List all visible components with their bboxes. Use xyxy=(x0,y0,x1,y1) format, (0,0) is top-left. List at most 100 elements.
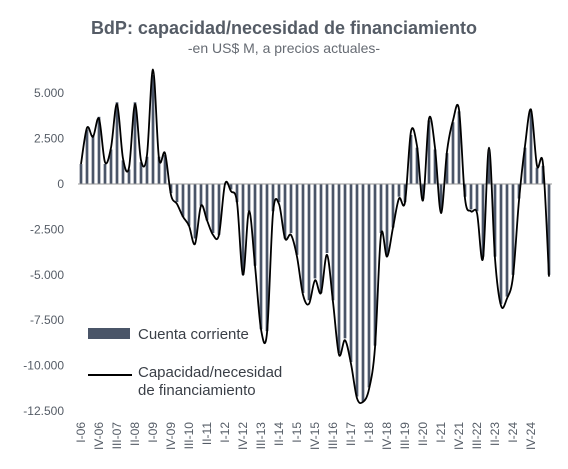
y-tick-label: 0 xyxy=(57,177,64,191)
bar-52 xyxy=(391,184,395,228)
x-tick-label: III-10 xyxy=(182,422,196,450)
x-tick-label: IV-06 xyxy=(92,422,106,450)
bar-57 xyxy=(421,184,425,199)
x-tick-label: I-18 xyxy=(362,422,376,443)
bar-6 xyxy=(115,102,119,184)
bar-76 xyxy=(535,167,539,184)
bar-44 xyxy=(343,184,347,339)
bar-5 xyxy=(109,149,113,184)
x-tick-label: III-13 xyxy=(254,422,268,450)
bar-46 xyxy=(355,184,359,397)
bar-15 xyxy=(169,184,173,194)
line-layer xyxy=(80,68,550,405)
bar-34 xyxy=(283,184,287,239)
bar-2 xyxy=(91,134,95,184)
bar-4 xyxy=(103,164,107,184)
bar-51 xyxy=(385,184,389,255)
bar-8 xyxy=(127,169,131,184)
bar-75 xyxy=(529,111,533,184)
financing-line xyxy=(80,68,550,405)
x-tick-label: I-09 xyxy=(146,422,160,443)
x-tick-label: I-12 xyxy=(218,422,232,443)
bar-3 xyxy=(97,116,101,184)
bar-36 xyxy=(295,184,299,255)
bar-58 xyxy=(427,120,431,184)
y-tick-label: -7.500 xyxy=(30,313,64,327)
bar-65 xyxy=(469,184,473,210)
bar-39 xyxy=(313,184,317,279)
bar-45 xyxy=(349,184,353,362)
bar-17 xyxy=(181,184,185,217)
bar-35 xyxy=(289,184,293,234)
bar-37 xyxy=(301,184,305,293)
bar-48 xyxy=(367,184,371,388)
legend-label-cuenta-corriente: Cuenta corriente xyxy=(138,326,249,343)
bar-22 xyxy=(211,184,215,234)
y-tick-label: -5.000 xyxy=(30,268,64,282)
bar-72 xyxy=(511,184,515,275)
y-tick-label: 5.000 xyxy=(34,86,64,100)
bar-60 xyxy=(439,184,443,212)
bar-69 xyxy=(493,184,497,257)
bar-40 xyxy=(319,184,323,293)
bar-16 xyxy=(175,184,179,203)
bar-7 xyxy=(121,160,125,184)
bar-0 xyxy=(79,164,83,184)
bar-50 xyxy=(379,184,383,234)
legend-label-capacidad: Capacidad/necesidad de financiamiento xyxy=(138,364,286,399)
bar-43 xyxy=(337,184,341,353)
x-tick-label: II-14 xyxy=(272,422,286,446)
bar-23 xyxy=(217,184,221,235)
x-tick-label: II-17 xyxy=(344,422,358,446)
bar-56 xyxy=(415,147,419,184)
legend-swatch-cuenta-corriente xyxy=(88,328,130,339)
x-tick-label: IV-18 xyxy=(380,422,394,450)
bar-14 xyxy=(163,154,167,184)
bar-25 xyxy=(229,184,233,190)
y-tick-label: -2.500 xyxy=(30,222,64,236)
bar-29 xyxy=(253,184,257,266)
x-tick-label: IV-24 xyxy=(524,422,538,450)
bar-49 xyxy=(373,184,377,346)
y-tick-label: -12.500 xyxy=(23,404,64,418)
x-tick-label: IV-12 xyxy=(236,422,250,450)
bar-61 xyxy=(445,153,449,184)
x-tick-label: IV-21 xyxy=(452,422,466,450)
x-axis-ticks: I-06 IV-06 III-07 II-08 I-09 IV-09 III-10 II-11… xyxy=(74,422,538,450)
bar-27 xyxy=(241,184,245,275)
bar-13 xyxy=(157,156,161,184)
bar-53 xyxy=(397,184,401,197)
bar-31 xyxy=(265,184,269,332)
x-tick-label: I-24 xyxy=(506,422,520,443)
bar-19 xyxy=(193,184,197,239)
chart-subtitle: -en US$ M, a precios actuales- xyxy=(187,40,381,56)
bar-78 xyxy=(547,184,551,275)
bar-38 xyxy=(307,184,311,301)
x-tick-label: III-16 xyxy=(326,422,340,450)
bar-18 xyxy=(187,184,191,226)
bar-20 xyxy=(199,184,203,206)
bar-9 xyxy=(133,102,137,184)
x-tick-label: IV-09 xyxy=(164,422,178,450)
bar-10 xyxy=(139,162,143,184)
y-axis-ticks: 5.000 2.500 0 -2.500 -5.000 -7.500 -10.000 -12.… xyxy=(23,86,64,418)
x-tick-label: II-20 xyxy=(416,422,430,446)
legend-label-capacidad-line2: de financiamiento xyxy=(138,382,256,399)
y-tick-label: 2.500 xyxy=(34,132,64,146)
bar-63 xyxy=(457,111,461,184)
bar-66 xyxy=(475,184,479,212)
bar-30 xyxy=(259,184,263,330)
x-tick-label: II-11 xyxy=(200,422,214,445)
bar-1 xyxy=(85,129,89,184)
bar-26 xyxy=(235,184,239,203)
bar-21 xyxy=(205,184,209,221)
bar-70 xyxy=(499,184,503,304)
x-tick-label: II-08 xyxy=(128,422,142,446)
bar-28 xyxy=(247,184,251,212)
bar-12 xyxy=(151,75,155,184)
bar-42 xyxy=(331,184,335,301)
bar-62 xyxy=(451,122,455,184)
legend-label-capacidad-line1: Capacidad/necesidad xyxy=(138,364,282,381)
x-tick-label: III-19 xyxy=(398,422,412,450)
chart-title: BdP: capacidad/necesidad de financiamien… xyxy=(90,18,478,38)
